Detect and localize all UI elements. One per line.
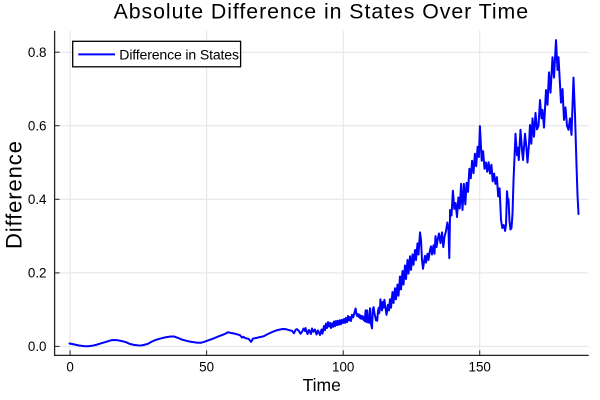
svg-text:0: 0 <box>66 360 73 375</box>
svg-text:100: 100 <box>332 360 354 375</box>
svg-text:0.6: 0.6 <box>28 118 47 133</box>
svg-text:0.4: 0.4 <box>28 192 47 207</box>
svg-text:Difference in States: Difference in States <box>119 47 239 63</box>
svg-text:150: 150 <box>469 360 491 375</box>
svg-text:0.8: 0.8 <box>28 45 47 60</box>
svg-text:0.0: 0.0 <box>28 339 47 354</box>
svg-text:50: 50 <box>199 360 214 375</box>
svg-text:0.2: 0.2 <box>28 266 47 281</box>
svg-text:Difference: Difference <box>2 140 27 249</box>
svg-text:Absolute Difference in States: Absolute Difference in States Over Time <box>114 0 529 23</box>
svg-text:Time: Time <box>303 375 341 395</box>
